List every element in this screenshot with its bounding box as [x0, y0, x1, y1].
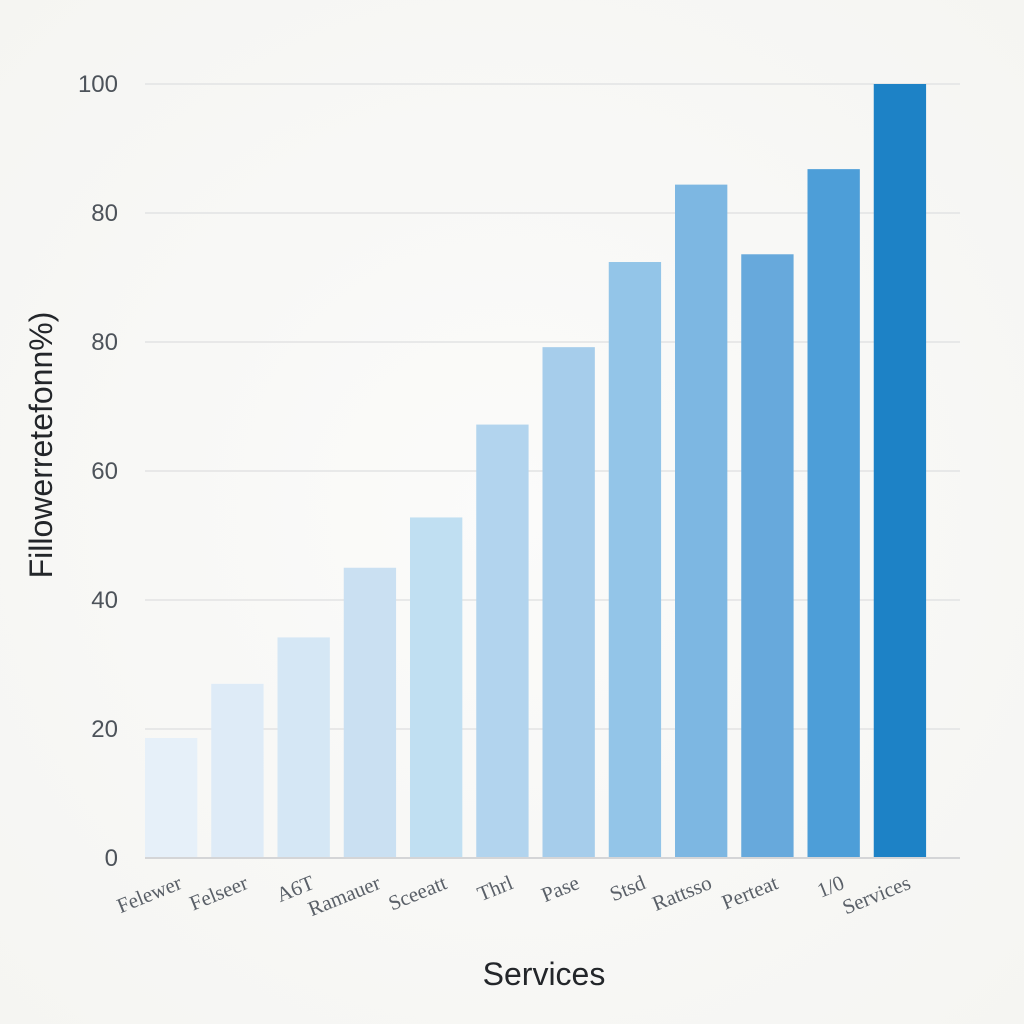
x-axis-title: Services — [483, 956, 606, 992]
bar — [542, 347, 595, 858]
bar — [741, 254, 794, 858]
y-tick-label: 0 — [105, 845, 118, 872]
y-tick-label: 20 — [91, 716, 118, 743]
y-axis-ticks: 0 20 40 60 80 80 100 — [78, 71, 118, 872]
y-tick-label: 40 — [91, 587, 118, 614]
bars — [145, 84, 927, 858]
bar — [211, 683, 264, 858]
y-axis-title: Fillowerretefonn%) — [23, 312, 59, 579]
bar — [145, 738, 198, 858]
bar — [807, 169, 860, 858]
bar — [608, 262, 662, 858]
bar — [277, 637, 330, 858]
y-tick-label: 60 — [91, 458, 118, 485]
bar — [410, 517, 463, 858]
x-tick-label: Perteat — [718, 870, 781, 914]
x-tick-label: Ramauer — [305, 870, 384, 921]
x-tick-label: Sceeatt — [385, 870, 450, 915]
x-tick-label: Rattsso — [649, 870, 715, 915]
bar — [476, 424, 529, 858]
y-tick-label: 80 — [91, 200, 118, 227]
y-tick-label: 100 — [78, 71, 118, 98]
x-tick-label: Services — [839, 870, 914, 919]
y-tick-label: 80 — [91, 329, 118, 356]
bar — [675, 184, 728, 858]
bar — [873, 84, 927, 858]
x-tick-label: Felewer — [113, 870, 185, 918]
x-tick-label: Pase — [538, 870, 583, 907]
bar — [343, 567, 397, 858]
x-tick-label: Felseer — [186, 870, 251, 915]
x-tick-label: Stsd — [606, 870, 649, 906]
x-tick-label: Thrl — [474, 870, 517, 906]
